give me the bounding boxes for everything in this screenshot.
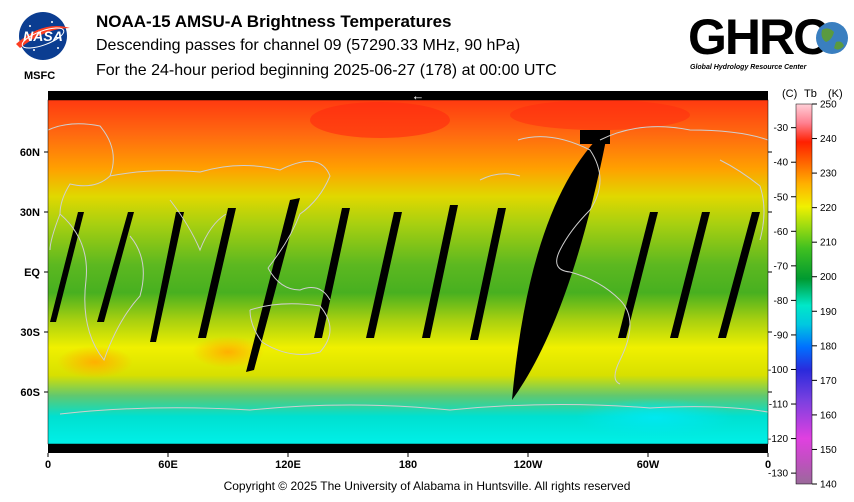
missing-swath xyxy=(618,212,658,338)
latitude-axis: 60N 30N EQ 30S 60S xyxy=(20,147,772,399)
missing-swath xyxy=(97,212,134,322)
temperature-field xyxy=(48,100,768,444)
missing-swath xyxy=(512,130,606,400)
missing-swath xyxy=(50,212,84,322)
longitude-label: 120E xyxy=(275,459,301,471)
ghrc-logo-text: GHRC xyxy=(688,10,828,60)
nasa-logo-text: NASA xyxy=(23,28,63,44)
kelvin-tick-label: 170 xyxy=(820,376,837,387)
celsius-tick-label: -110 xyxy=(769,400,789,411)
map-bottom-strip xyxy=(48,444,768,453)
longitude-label: 60W xyxy=(637,459,660,471)
celsius-tick-label: -40 xyxy=(774,158,789,169)
longitude-label: 0 xyxy=(45,459,51,471)
pass-direction-arrow: ← xyxy=(412,88,425,103)
colorbar-header-celsius: (C) xyxy=(782,88,798,100)
colorbar-ticks: 250 240 230 220 210 200 190 180 170 160 150 140 -30 -… xyxy=(768,100,837,491)
missing-swath xyxy=(718,212,760,338)
map-field xyxy=(48,100,768,444)
period-subtitle: For the 24-hour period beginning 2025-06… xyxy=(96,62,557,79)
kelvin-tick-label: 230 xyxy=(820,169,837,180)
coastline-north-america xyxy=(517,136,601,273)
coastline-europe-africa xyxy=(48,123,114,251)
coastline-india xyxy=(169,199,227,252)
missing-swath xyxy=(422,205,458,338)
missing-swath xyxy=(314,208,350,338)
page-title: NOAA-15 AMSU-A Brightness Temperatures xyxy=(96,12,452,31)
kelvin-tick-label: 190 xyxy=(820,307,837,318)
coastlines xyxy=(48,123,768,415)
latitude-label: 30S xyxy=(20,327,40,339)
warm-anomaly xyxy=(192,336,264,368)
kelvin-tick-label: 180 xyxy=(820,341,837,352)
longitude-label: 0 xyxy=(765,459,771,471)
missing-swath xyxy=(366,212,402,338)
missing-swath xyxy=(150,212,184,342)
kelvin-tick-label: 250 xyxy=(820,100,837,111)
latitude-label: 30N xyxy=(20,207,40,219)
celsius-tick-label: -120 xyxy=(768,434,788,445)
colorbar-header-kelvin: (K) xyxy=(828,88,843,100)
warm-anomaly xyxy=(57,346,133,378)
cold-anomaly xyxy=(575,398,735,438)
colorbar-bar xyxy=(795,103,813,485)
celsius-tick-label: -60 xyxy=(774,227,789,238)
coastline-africa xyxy=(59,213,144,362)
msfc-label: MSFC xyxy=(24,70,56,82)
missing-swath xyxy=(670,212,710,338)
missing-swath xyxy=(198,208,236,338)
kelvin-tick-label: 210 xyxy=(820,238,837,249)
map-top-strip xyxy=(48,91,768,100)
copyright-footer: Copyright © 2025 The University of Alaba… xyxy=(223,479,631,493)
coastline-antarctica xyxy=(59,403,768,415)
celsius-tick-label: -30 xyxy=(774,123,789,134)
nasa-meatball-logo: NASA xyxy=(16,12,70,60)
longitude-label: 120W xyxy=(514,459,543,471)
latitude-label: EQ xyxy=(24,267,40,279)
celsius-tick-label: -130 xyxy=(768,469,788,480)
kelvin-tick-label: 240 xyxy=(820,134,837,145)
coastline-asia xyxy=(109,160,331,269)
longitude-axis: 0 60E 120E 180 120W 60W 0 xyxy=(45,453,771,471)
latitude-label: 60N xyxy=(20,147,40,159)
kelvin-tick-label: 160 xyxy=(820,410,837,421)
coastline-europe-east xyxy=(719,159,765,241)
coastline-south-america xyxy=(569,271,631,385)
latitude-label: 60S xyxy=(20,387,40,399)
celsius-tick-label: -80 xyxy=(774,296,789,307)
coastline-indonesia xyxy=(267,267,331,301)
kelvin-tick-label: 150 xyxy=(820,445,837,456)
longitude-label: 180 xyxy=(399,459,417,471)
kelvin-tick-label: 220 xyxy=(820,203,837,214)
ghrc-tagline: Global Hydrology Resource Center xyxy=(690,64,807,71)
celsius-tick-label: -70 xyxy=(774,261,789,272)
celsius-tick-label: -50 xyxy=(774,192,789,203)
channel-subtitle: Descending passes for channel 09 (57290.… xyxy=(96,37,521,54)
longitude-label: 60E xyxy=(158,459,178,471)
missing-swath xyxy=(470,208,506,340)
colorbar-header-tb: Tb xyxy=(804,88,817,100)
coastline-aleutians xyxy=(479,173,521,181)
coastline-australia xyxy=(249,303,331,355)
kelvin-tick-label: 140 xyxy=(820,480,837,491)
celsius-tick-label: -100 xyxy=(768,365,788,376)
coastline-greenland xyxy=(599,126,768,141)
ghrc-globe-logo: GHRC xyxy=(688,10,848,60)
kelvin-tick-label: 200 xyxy=(820,272,837,283)
missing-swaths xyxy=(50,130,760,400)
celsius-tick-label: -90 xyxy=(774,330,789,341)
